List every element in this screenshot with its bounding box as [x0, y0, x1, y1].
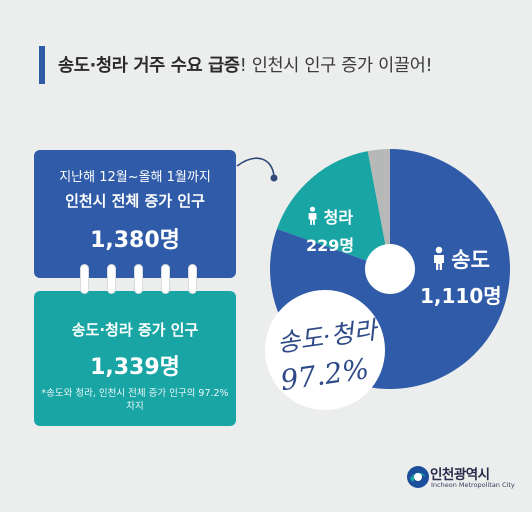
total-increase-value: 1,380명: [90, 228, 180, 253]
pie-slice-other: [367, 149, 390, 269]
label-songdo: 송도 1,110명: [420, 244, 502, 309]
total-increase-label: 인천시 전체 증가 인구: [65, 192, 205, 210]
cheongna-name: 청라: [323, 208, 354, 227]
title-accent-bar: [39, 46, 45, 84]
page-title: 송도·청라 거주 수요 급증! 인천시 인구 증가 이끌어!: [58, 52, 433, 77]
total-increase-card: 지난해 12월~올해 1월까지 인천시 전체 증가 인구 1,380명: [34, 150, 236, 278]
binder-ring-icon: [107, 264, 116, 294]
footnote: *송도와 청라, 인천시 전체 증가 인구의 97.2% 차지: [41, 388, 229, 412]
period-text: 지난해 12월~올해 1월까지: [59, 170, 211, 185]
connector-line: [236, 157, 275, 177]
binder-ring-icon: [80, 264, 89, 294]
callout-bubble: [265, 290, 385, 410]
title-rest: ! 인천시 인구 증가 이끌어!: [239, 56, 433, 76]
logo-name: 인천광역시: [430, 467, 490, 483]
binder-ring-icon: [161, 264, 170, 294]
person-icon: [308, 206, 317, 225]
logo-subtitle: Incheon Metropolitan City: [431, 481, 515, 489]
cheongna-value: 229명: [306, 236, 355, 255]
title-bold: 송도·청라 거주 수요 급증: [58, 56, 240, 76]
donut-hole: [365, 244, 415, 294]
connector-dot: [270, 174, 278, 182]
songdo-name: 송도: [451, 248, 490, 272]
songdo-cheongna-card: 송도·청라 증가 인구 1,339명 *송도와 청라, 인천시 전체 증가 인구…: [34, 291, 236, 426]
songdo-cheongna-value: 1,339명: [90, 355, 180, 380]
person-icon: [433, 246, 444, 270]
incheon-logo-icon: [407, 466, 429, 488]
binder-ring-icon: [188, 264, 197, 294]
songdo-cheongna-label: 송도·청라 증가 인구: [71, 321, 199, 339]
songdo-value: 1,110명: [420, 284, 502, 308]
label-cheongna: 청라 229명: [306, 204, 354, 256]
pie-slice-cheongna: [276, 151, 390, 269]
binder-ring-icon: [134, 264, 143, 294]
